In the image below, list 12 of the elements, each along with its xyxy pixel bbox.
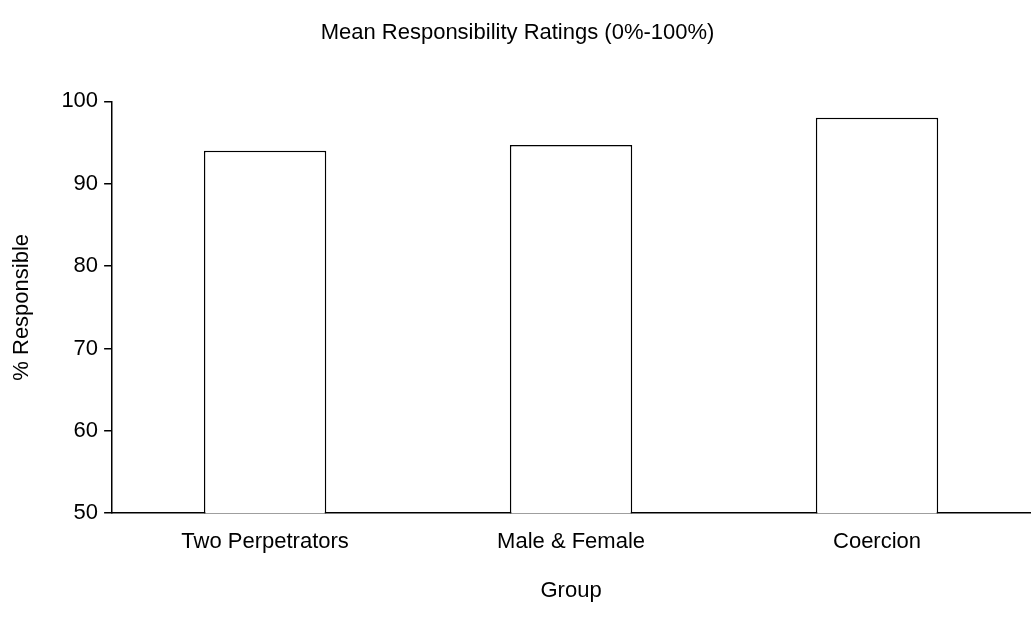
x-tick-label: Coercion xyxy=(832,528,922,554)
y-tick-label: 80 xyxy=(73,252,99,278)
x-tick-label: Two Perpetrators xyxy=(181,528,349,554)
y-tick-label: 60 xyxy=(73,416,99,442)
y-axis-title: % Responsible xyxy=(8,233,34,381)
y-tick-label: 50 xyxy=(73,499,99,525)
y-tick-label: 70 xyxy=(73,334,99,360)
x-tick-label: Male & Female xyxy=(497,528,646,554)
y-tick-label: 90 xyxy=(73,169,99,195)
x-axis-title: Group xyxy=(540,576,602,602)
chart-title: Mean Responsibility Ratings (0%-100%) xyxy=(320,19,715,45)
y-tick-label: 100 xyxy=(61,87,99,113)
